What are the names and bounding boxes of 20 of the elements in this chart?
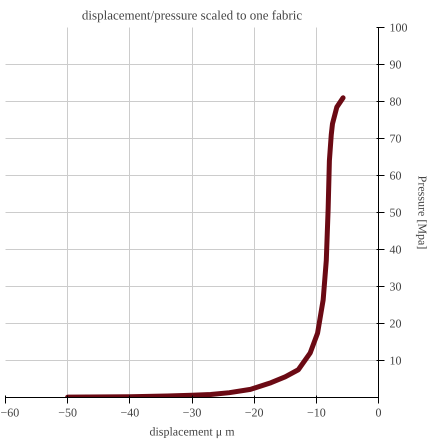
x-tick-label: −20 — [244, 406, 264, 420]
y-tick-label: 60 — [390, 168, 402, 182]
y-tick-label: 50 — [390, 206, 402, 220]
x-tick-label: −60 — [0, 406, 20, 420]
y-tick-label: 40 — [390, 242, 402, 256]
y-tick-label: 100 — [390, 20, 408, 34]
x-axis-title: displacement μ m — [149, 424, 236, 438]
y-axis-title: Pressure [Mpa] — [416, 176, 430, 250]
x-tick-label: −40 — [120, 406, 140, 420]
x-tick-label: −50 — [58, 406, 78, 420]
y-tick-label: 70 — [390, 132, 402, 146]
y-tick-label: 30 — [390, 280, 402, 294]
x-tick-label: 0 — [376, 406, 382, 420]
y-tick-label: 80 — [390, 94, 402, 108]
y-tick-label: 20 — [390, 316, 402, 330]
x-tick-label: −10 — [306, 406, 326, 420]
y-tick-label: 90 — [390, 58, 402, 72]
chart-title: displacement/pressure scaled to one fabric — [82, 8, 302, 22]
y-tick-label: 10 — [390, 354, 402, 368]
x-tick-label: −30 — [182, 406, 202, 420]
